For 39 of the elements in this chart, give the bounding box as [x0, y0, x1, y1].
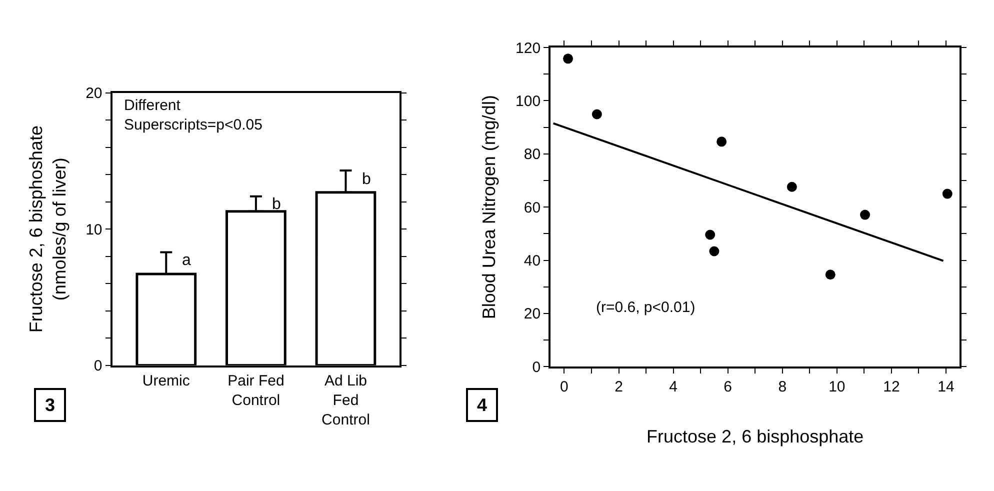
x-tick-label: 10 — [828, 378, 846, 396]
annotation: Different Superscripts=p<0.05 — [124, 97, 262, 134]
x-tick-label: Pair Fed Control — [228, 372, 284, 409]
point — [825, 270, 836, 280]
x-tick-label: 6 — [724, 378, 732, 396]
annotation: (r=0.6, p<0.01) — [596, 299, 696, 316]
y-tick-label: 100 — [516, 92, 541, 110]
y-tick-label: 0 — [532, 358, 541, 376]
y-axis-title: Fructose 2, 6 bisphoshate (nmoles/g of liver) — [26, 126, 70, 333]
point — [716, 136, 727, 147]
annotation: b — [362, 171, 371, 188]
y-tick-label: 20 — [86, 85, 102, 102]
y-tick-label: 20 — [524, 306, 541, 323]
point — [786, 182, 797, 192]
y-tick-label: 80 — [524, 146, 541, 164]
x-tick-label: 8 — [778, 378, 787, 396]
y-tick-label: 60 — [524, 199, 541, 216]
point — [705, 230, 716, 240]
x-tick-label: 2 — [614, 378, 623, 396]
x-tick-label: Uremic — [142, 372, 190, 390]
y-tick-label: 0 — [94, 358, 102, 375]
x-tick-label: 14 — [938, 378, 954, 396]
y-axis-title: Blood Urea Nitrogen (mg/dl) — [479, 95, 500, 320]
text: 3 — [44, 395, 56, 415]
x-tick-label: Ad Lib Fed Control — [322, 372, 370, 428]
annotation: a — [182, 252, 191, 269]
annotation: b — [272, 196, 281, 213]
point — [592, 109, 602, 120]
x-tick-label: 0 — [560, 378, 568, 396]
point — [563, 54, 574, 64]
y-tick-label: 10 — [86, 221, 102, 238]
point — [860, 210, 870, 220]
y-tick-label: 40 — [524, 252, 541, 270]
y-tick-label: 120 — [516, 40, 541, 57]
x-tick-label: 4 — [669, 378, 678, 396]
x-tick-label: 12 — [883, 378, 900, 396]
point — [942, 188, 952, 199]
x-axis-title: Fructose 2, 6 bisphosphate — [646, 426, 864, 446]
point — [709, 246, 720, 256]
